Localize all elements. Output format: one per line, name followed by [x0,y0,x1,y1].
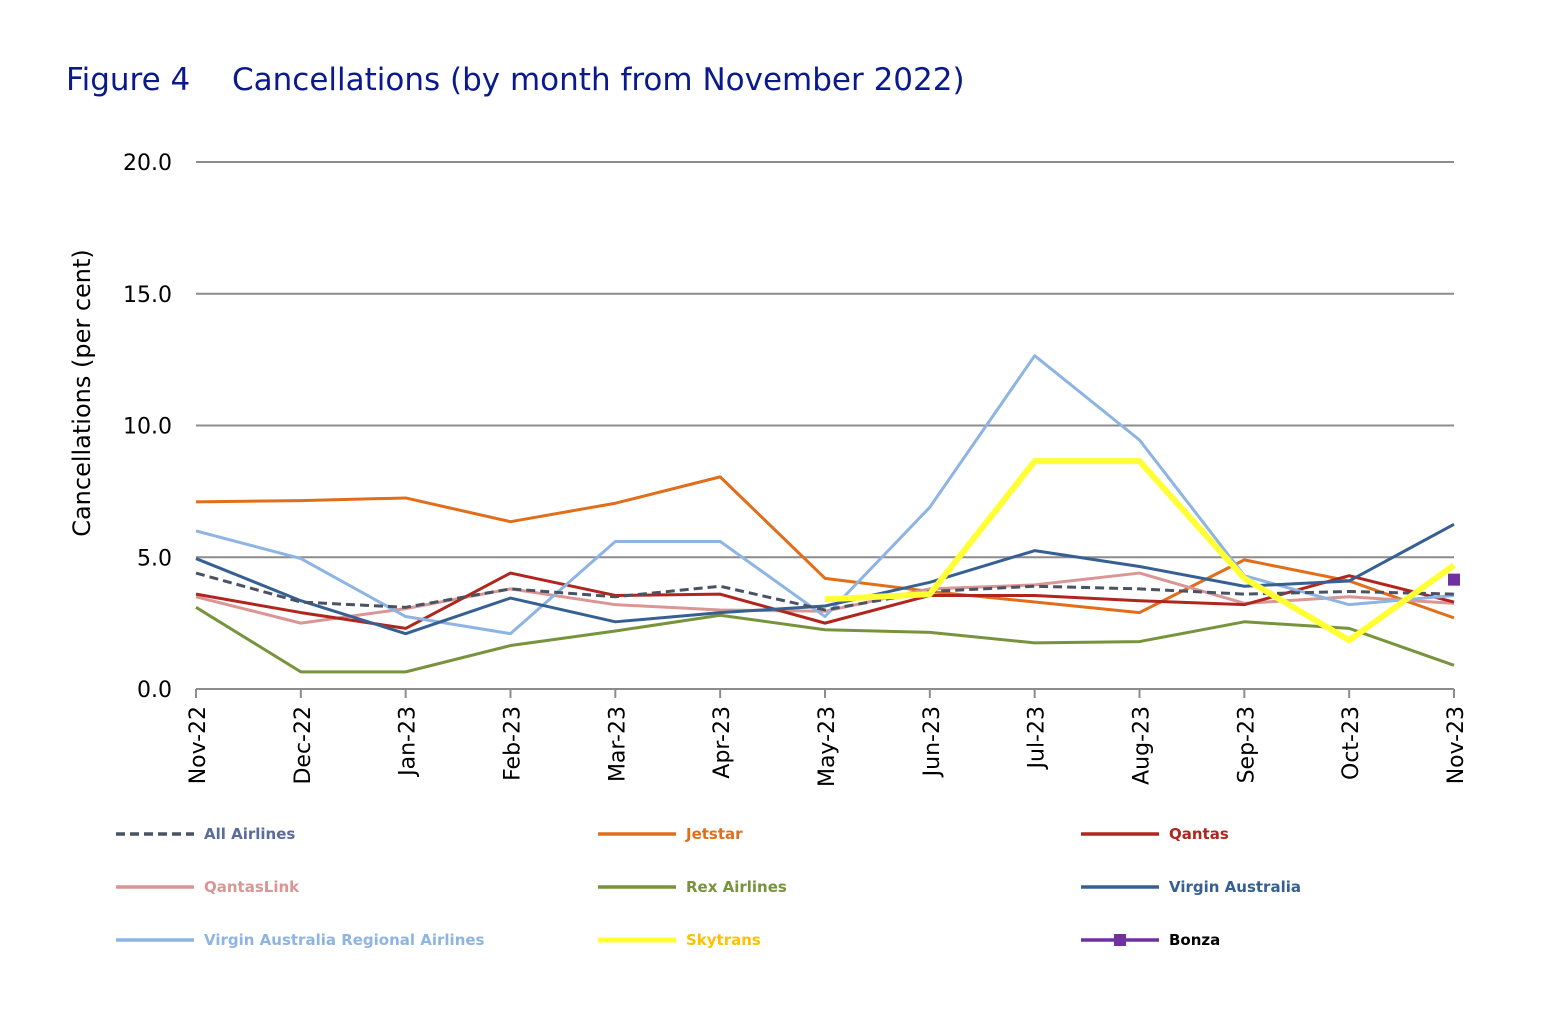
x-tick-label: Jun-23 [920,706,945,778]
series-line-rex-airlines [195,606,1455,674]
legend-swatch-jetstar [598,832,676,836]
figure-caption: Cancellations (by month from November 20… [232,62,965,98]
x-tick-label: Aug-23 [1130,706,1155,785]
legend-swatch-qantas [1081,832,1159,836]
y-axis-label: Cancellations (per cent) [68,249,96,537]
x-tick-label: Feb-23 [501,706,526,781]
y-tick-label: 15.0 [123,283,172,308]
x-tick-label: Jul-23 [1025,706,1050,770]
x-tick-label: Jan-23 [396,706,421,778]
y-tick-label: 20.0 [123,151,172,176]
y-tick-label: 5.0 [137,546,172,571]
legend-item-virgin-australia-regional-airlines: Virgin Australia Regional Airlines [116,930,484,950]
series-lines [195,354,1460,674]
series-line-jetstar [195,475,1455,620]
legend-label: Qantas [1169,825,1229,843]
legend-swatch-qantaslink [116,885,194,889]
figure-number: Figure 4 [66,62,191,98]
legend-item-qantas: Qantas [1081,824,1229,844]
x-tick-label: Oct-23 [1339,706,1364,780]
y-tick-label: 10.0 [123,415,172,440]
legend-item-bonza: Bonza [1081,930,1220,950]
figure-title: Figure 4 Cancellations (by month from Nov… [66,62,965,98]
y-tick-label: 0.0 [137,678,172,703]
legend-item-all-airlines: All Airlines [116,824,295,844]
x-tick-label: Dec-22 [291,706,316,785]
x-tick-label: May-23 [815,706,840,787]
x-tick-label: Mar-23 [605,706,630,782]
legend-label: QantasLink [204,878,300,896]
legend-swatch-all-airlines [116,832,194,836]
legend-swatch-rex-airlines [598,885,676,889]
legend-label: Rex Airlines [686,878,787,896]
legend-label: All Airlines [204,825,296,843]
legend-item-rex-airlines: Rex Airlines [598,877,787,897]
series-line-qantas [195,571,1455,630]
y-axis-ticks: 0.0 5.0 10.0 15.0 20.0 [123,151,172,703]
legend-label: Virgin Australia Regional Airlines [204,931,485,949]
legend-label: Jetstar [686,825,743,843]
legend-item-qantaslink: QantasLink [116,877,299,897]
gridlines [196,161,1454,559]
legend-item-skytrans: Skytrans [598,930,761,950]
legend-swatch-virgin-australia-regional-airlines [116,938,194,942]
legend-swatch-skytrans [598,937,676,943]
legend-swatch-virgin-australia [1081,885,1159,889]
series-point-bonza [1448,573,1460,586]
x-tick-label: Apr-23 [710,706,735,779]
legend-label: Skytrans [686,931,761,949]
x-tick-label: Nov-22 [186,706,211,784]
x-axis: Nov-22 Dec-22 Jan-23 Feb-23 Mar-23 Apr-23 May-… [186,688,1469,787]
legend-label: Bonza [1169,931,1221,949]
series-line-skytrans [824,458,1456,644]
legend-item-virgin-australia: Virgin Australia [1081,877,1301,897]
series-line-all-airlines [195,571,1455,612]
x-tick-label: Nov-23 [1444,706,1469,784]
legend-swatch-bonza [1081,934,1159,946]
series-line-virgin-australia [195,522,1455,636]
legend-label: Virgin Australia [1169,878,1301,896]
legend-item-jetstar: Jetstar [598,824,743,844]
x-tick-label: Sep-23 [1234,706,1259,783]
